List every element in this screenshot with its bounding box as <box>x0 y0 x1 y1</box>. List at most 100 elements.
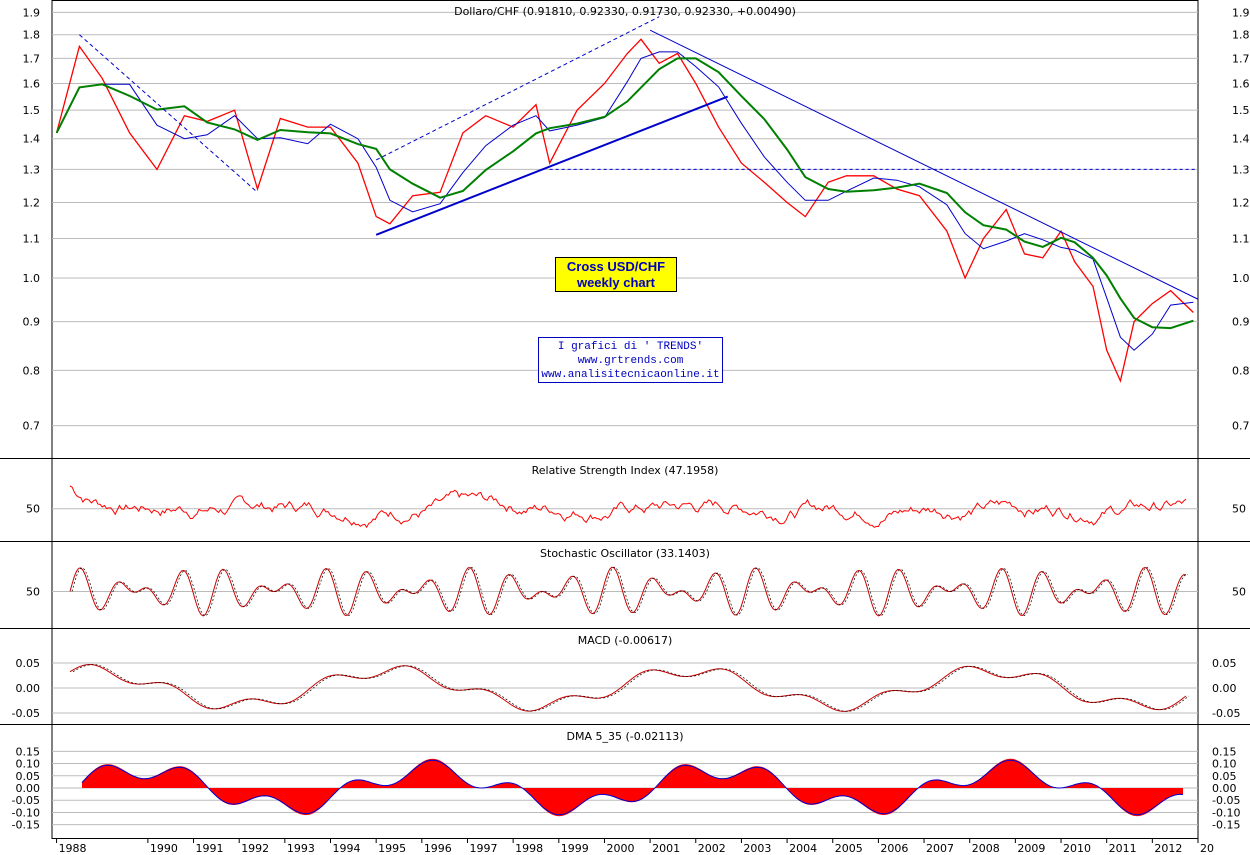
xtick-label-13: 2002 <box>698 842 726 855</box>
macd-line <box>69 663 1187 712</box>
dma-ytick-right-5: -0.10 <box>1212 806 1240 819</box>
price-ytick-left-8: 1.1 <box>23 233 41 246</box>
chart-title-line2: weekly chart <box>576 275 656 290</box>
macd-ytick-right-0: 0.05 <box>1212 657 1237 670</box>
price-ytick-right-8: 1.1 <box>1232 233 1250 246</box>
xtick-label-9: 1998 <box>515 842 543 855</box>
xtick-label-7: 1996 <box>424 842 452 855</box>
price-ytick-left-9: 1.0 <box>23 272 41 285</box>
stochastic-panel-title: Stochastic Oscillator (33.1403) <box>540 547 710 560</box>
dma-ytick-left-6: -0.15 <box>12 819 40 832</box>
xtick-label-6: 1995 <box>378 842 406 855</box>
chart-title-box: Cross USD/CHF weekly chart <box>555 257 677 292</box>
dma-ytick-left-5: -0.10 <box>12 806 40 819</box>
credit-box: I grafici di ' TRENDS' www.grtrends.com … <box>538 337 723 383</box>
rsi-ytick-right-0: 50 <box>1232 503 1246 516</box>
outer-frame <box>51 0 1199 839</box>
price-ytick-left-6: 1.3 <box>23 163 41 176</box>
price-ytick-right-1: 1.8 <box>1232 29 1250 42</box>
xtick-label-2: 1991 <box>196 842 224 855</box>
xtick-label-0: 1988 <box>59 842 87 855</box>
stoch-ytick-left-0: 50 <box>26 586 40 599</box>
stoch-ytick-right-0: 50 <box>1232 586 1246 599</box>
price-ytick-left-1: 1.8 <box>23 29 41 42</box>
xtick-label-20: 2009 <box>1017 842 1045 855</box>
plot-lines <box>55 16 1199 817</box>
dma-ytick-right-1: 0.10 <box>1212 758 1237 771</box>
dma-ytick-right-6: -0.15 <box>1212 819 1240 832</box>
price-ytick-left-0: 1.9 <box>23 6 41 19</box>
xtick-label-1: 1990 <box>150 842 178 855</box>
xtick-label-15: 2004 <box>789 842 817 855</box>
xtick-label-16: 2005 <box>835 842 863 855</box>
price-ytick-right-6: 1.3 <box>1232 163 1250 176</box>
price-ytick-left-11: 0.8 <box>23 364 41 377</box>
dma-area <box>82 758 1183 817</box>
xtick-label-23: 2012 <box>1154 842 1182 855</box>
price-ytick-left-3: 1.6 <box>23 77 41 90</box>
macd-ytick-right-2: -0.05 <box>1212 707 1240 720</box>
dma-ytick-left-4: -0.05 <box>12 794 40 807</box>
price-ytick-right-12: 0.7 <box>1232 420 1250 433</box>
xtick-label-4: 1993 <box>287 842 315 855</box>
price-ytick-left-7: 1.2 <box>23 197 41 210</box>
rsi-line <box>69 485 1187 529</box>
ma-fast-line <box>56 51 1194 351</box>
xtick-label-22: 2011 <box>1109 842 1137 855</box>
price-line <box>55 38 1194 383</box>
price-ytick-right-7: 1.2 <box>1232 197 1250 210</box>
dma-ytick-right-0: 0.15 <box>1212 745 1237 758</box>
xtick-label-11: 2000 <box>606 842 634 855</box>
macd-ytick-right-1: 0.00 <box>1212 682 1237 695</box>
xtick-label-18: 2007 <box>926 842 954 855</box>
price-ytick-left-10: 0.9 <box>23 316 41 329</box>
dma-panel-title: DMA 5_35 (-0.02113) <box>566 730 683 743</box>
dma-line <box>81 759 1184 816</box>
dma-ytick-right-4: -0.05 <box>1212 794 1240 807</box>
xtick-label-17: 2006 <box>880 842 908 855</box>
stochastic-line <box>69 566 1187 617</box>
xtick-label-10: 1999 <box>561 842 589 855</box>
price-ytick-right-10: 0.9 <box>1232 316 1250 329</box>
rsi-ytick-left-0: 50 <box>26 503 40 516</box>
credit-line1: I grafici di ' TRENDS' <box>557 341 704 353</box>
channel-upper-dashed <box>375 16 660 161</box>
price-ytick-right-9: 1.0 <box>1232 272 1250 285</box>
resistance-trendline <box>649 29 1199 300</box>
credit-line2: www.grtrends.com <box>577 355 684 367</box>
dma-ytick-right-2: 0.05 <box>1212 770 1237 783</box>
macd-ytick-left-0: 0.05 <box>16 657 41 670</box>
price-ytick-right-3: 1.6 <box>1232 77 1250 90</box>
dma-ytick-left-2: 0.05 <box>16 770 41 783</box>
price-ytick-right-2: 1.7 <box>1232 52 1250 65</box>
xtick-label-24: 20 <box>1200 842 1214 855</box>
price-ytick-right-5: 1.4 <box>1232 133 1250 146</box>
price-ytick-left-12: 0.7 <box>23 420 41 433</box>
dma-ytick-left-0: 0.15 <box>16 745 41 758</box>
price-ytick-left-5: 1.4 <box>23 133 41 146</box>
macd-ytick-left-2: -0.05 <box>12 707 40 720</box>
xtick-label-5: 1994 <box>333 842 361 855</box>
dma-ytick-left-3: 0.00 <box>16 782 41 795</box>
macd-panel-title: MACD (-0.00617) <box>578 634 673 647</box>
credit-line3: www.analisitecnicaonline.it <box>541 369 720 381</box>
stochastic-signal-line <box>71 566 1189 617</box>
dma-ytick-left-1: 0.10 <box>16 758 41 771</box>
price-ytick-right-0: 1.9 <box>1232 6 1250 19</box>
price-ytick-right-4: 1.5 <box>1232 104 1250 117</box>
xtick-label-21: 2010 <box>1063 842 1091 855</box>
support-trendline <box>375 95 729 236</box>
macd-signal-line <box>72 664 1190 712</box>
axis-labels: 1.9 1.9 1.8 1.8 1.7 1.7 1.6 1.6 1.5 1.5 1.4 1.4 1.3 1… <box>12 5 1250 855</box>
price-ytick-left-2: 1.7 <box>23 52 41 65</box>
dma-ytick-right-3: 0.00 <box>1212 782 1237 795</box>
xtick-label-12: 2001 <box>652 842 680 855</box>
xtick-label-19: 2008 <box>972 842 1000 855</box>
xtick-label-8: 1997 <box>469 842 497 855</box>
xtick-label-14: 2003 <box>743 842 771 855</box>
price-ytick-left-4: 1.5 <box>23 104 41 117</box>
price-panel-title: Dollaro/CHF (0.91810, 0.92330, 0.91730, … <box>454 5 796 18</box>
ma-slow-line <box>55 57 1194 330</box>
